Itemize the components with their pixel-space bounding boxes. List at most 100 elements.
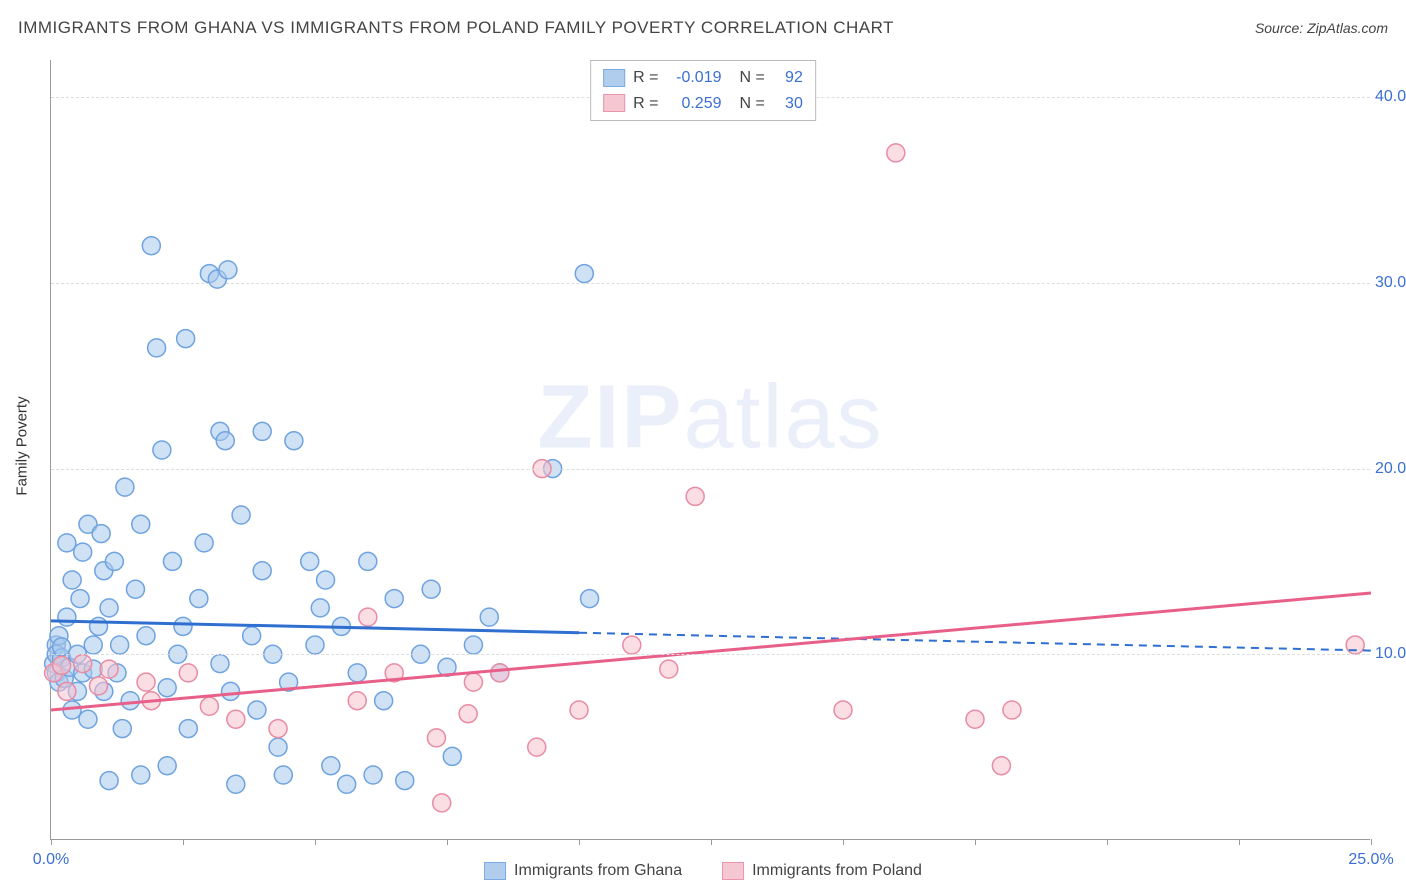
x-tick <box>579 839 580 845</box>
gridline <box>51 654 1370 655</box>
gridline <box>51 283 1370 284</box>
data-point <box>79 710 97 728</box>
data-point <box>317 571 335 589</box>
data-point <box>623 636 641 654</box>
data-point <box>227 710 245 728</box>
plot-svg <box>51 60 1370 839</box>
data-point <box>219 261 237 279</box>
data-point <box>570 701 588 719</box>
data-point <box>90 677 108 695</box>
data-point <box>158 679 176 697</box>
x-tick <box>315 839 316 845</box>
trend-line-dashed <box>579 633 1371 651</box>
data-point <box>58 682 76 700</box>
legend-label: Immigrants from Poland <box>752 862 922 880</box>
stat-r-value: 0.259 <box>667 91 722 117</box>
data-point <box>132 515 150 533</box>
x-tick <box>1107 839 1108 845</box>
data-point <box>834 701 852 719</box>
data-point <box>464 636 482 654</box>
legend-swatch <box>603 69 625 87</box>
data-point <box>148 339 166 357</box>
data-point <box>121 692 139 710</box>
data-point <box>179 720 197 738</box>
data-point <box>248 701 266 719</box>
stat-n-label: N = <box>740 91 765 117</box>
data-point <box>306 636 324 654</box>
stats-legend: R =-0.019N =92R =0.259N =30 <box>590 60 816 121</box>
source-attribution: Source: ZipAtlas.com <box>1255 20 1388 36</box>
data-point <box>232 506 250 524</box>
data-point <box>105 552 123 570</box>
x-tick <box>711 839 712 845</box>
data-point <box>269 720 287 738</box>
data-point <box>111 636 129 654</box>
legend-item: Immigrants from Poland <box>722 862 922 880</box>
data-point <box>142 237 160 255</box>
data-point <box>216 432 234 450</box>
data-point <box>422 580 440 598</box>
data-point <box>100 599 118 617</box>
stat-r-label: R = <box>633 65 658 91</box>
data-point <box>575 265 593 283</box>
data-point <box>348 664 366 682</box>
data-point <box>660 660 678 678</box>
header-bar: IMMIGRANTS FROM GHANA VS IMMIGRANTS FROM… <box>18 18 1388 48</box>
data-point <box>163 552 181 570</box>
data-point <box>269 738 287 756</box>
data-point <box>686 487 704 505</box>
data-point <box>190 590 208 608</box>
data-point <box>338 775 356 793</box>
data-point <box>177 330 195 348</box>
data-point <box>179 664 197 682</box>
data-point <box>364 766 382 784</box>
data-point <box>459 705 477 723</box>
data-point <box>158 757 176 775</box>
stat-r-value: -0.019 <box>667 65 722 91</box>
data-point <box>301 552 319 570</box>
data-point <box>153 441 171 459</box>
x-tick <box>447 839 448 845</box>
y-tick-label: 20.0% <box>1375 460 1406 478</box>
plot-area: ZIPatlas 10.0%20.0%30.0%40.0%0.0%25.0% <box>50 60 1370 840</box>
data-point <box>464 673 482 691</box>
y-tick-label: 10.0% <box>1375 645 1406 663</box>
data-point <box>375 692 393 710</box>
data-point <box>359 608 377 626</box>
chart-title: IMMIGRANTS FROM GHANA VS IMMIGRANTS FROM… <box>18 18 894 37</box>
source-label: Source: <box>1255 20 1303 36</box>
stat-n-value: 30 <box>773 91 803 117</box>
data-point <box>211 655 229 673</box>
data-point <box>58 608 76 626</box>
data-point <box>253 422 271 440</box>
y-axis-title: Family Poverty <box>14 396 31 495</box>
data-point <box>887 144 905 162</box>
data-point <box>58 534 76 552</box>
data-point <box>100 660 118 678</box>
data-point <box>222 682 240 700</box>
data-point <box>443 747 461 765</box>
data-point <box>116 478 134 496</box>
data-point <box>132 766 150 784</box>
data-point <box>137 673 155 691</box>
data-point <box>174 617 192 635</box>
stat-r-label: R = <box>633 91 658 117</box>
stat-n-label: N = <box>740 65 765 91</box>
data-point <box>285 432 303 450</box>
data-point <box>71 590 89 608</box>
data-point <box>311 599 329 617</box>
data-point <box>427 729 445 747</box>
bottom-legend: Immigrants from GhanaImmigrants from Pol… <box>484 862 922 880</box>
data-point <box>1003 701 1021 719</box>
data-point <box>137 627 155 645</box>
legend-swatch <box>722 862 744 880</box>
data-point <box>359 552 377 570</box>
data-point <box>274 766 292 784</box>
data-point <box>84 636 102 654</box>
y-tick-label: 30.0% <box>1375 274 1406 292</box>
x-tick <box>183 839 184 845</box>
data-point <box>126 580 144 598</box>
x-tick <box>1239 839 1240 845</box>
trend-line <box>51 621 579 633</box>
data-point <box>348 692 366 710</box>
